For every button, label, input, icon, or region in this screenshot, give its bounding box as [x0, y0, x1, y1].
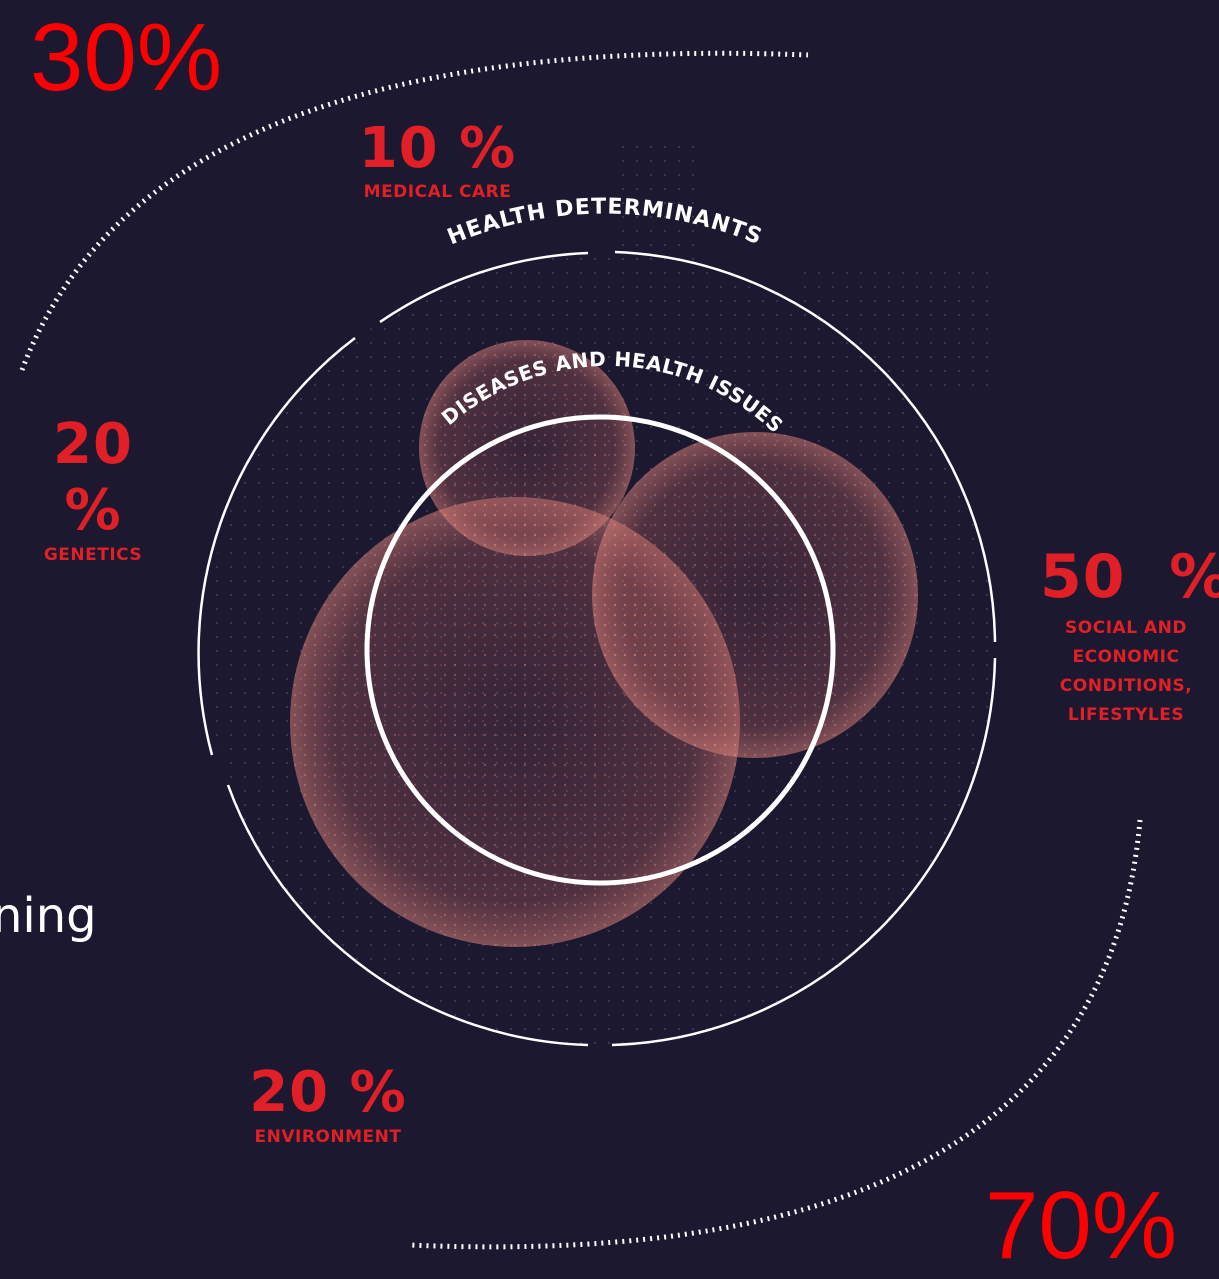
genetics-caption: GENETICS	[43, 545, 143, 565]
social-caption-line-2: ECONOMIC	[1072, 647, 1180, 667]
social-caption-line-1: SOCIAL AND	[1065, 618, 1187, 638]
social-label: 50 % SOCIAL AND ECONOMIC CONDITIONS, LIF…	[1040, 540, 1219, 730]
total-bottom-right: 70%	[985, 1172, 1178, 1279]
total-top-left: 30%	[30, 4, 223, 111]
environment-label: 20 % ENVIRONMENT	[228, 1060, 428, 1148]
medical-care-percent: 10 %	[358, 116, 517, 181]
inner-ring	[364, 414, 836, 886]
bubble-social-dots	[592, 432, 918, 758]
medical-care-caption: MEDICAL CARE	[363, 182, 512, 202]
cut-off-text: ning	[0, 888, 97, 944]
outer-ring	[197, 250, 997, 1047]
genetics-label: 20 % GENETICS	[18, 412, 168, 566]
dotted-arc-bottom-right	[409, 819, 1143, 1250]
dotted-arc-top-left	[19, 50, 809, 371]
medical-care-label: 10 % MEDICAL CARE	[335, 118, 540, 204]
genetics-percent: 20 %	[53, 412, 133, 543]
environment-percent: 20 %	[249, 1060, 407, 1125]
social-caption-line-4: LIFESTYLES	[1067, 705, 1185, 725]
bubble-group	[290, 340, 918, 947]
social-caption-line-3: CONDITIONS,	[1059, 676, 1193, 696]
environment-caption: ENVIRONMENT	[254, 1127, 402, 1147]
social-percent: 50 %	[1040, 542, 1219, 612]
bubble-medical-dots	[419, 340, 635, 556]
